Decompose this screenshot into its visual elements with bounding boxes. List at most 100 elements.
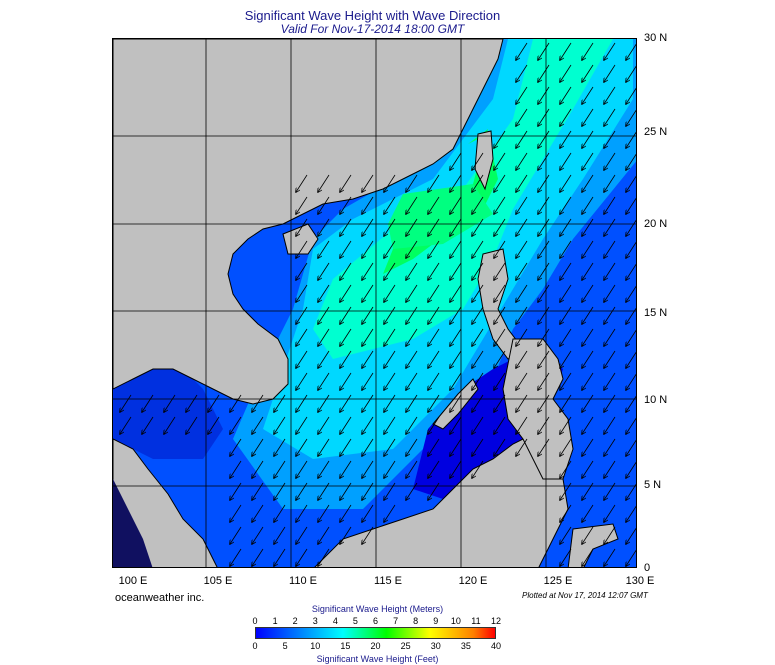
wave-arrow: [406, 438, 418, 456]
wave-arrow: [252, 482, 264, 500]
wave-arrow: [538, 262, 550, 280]
wave-arrow: [252, 548, 264, 566]
wave-arrow: [472, 240, 484, 258]
colorbar-meter-tick: 10: [450, 616, 461, 626]
wave-arrow: [362, 262, 374, 280]
colorbar-feet-tick: 20: [370, 641, 381, 651]
wave-arrow: [252, 460, 264, 478]
wave-arrow: [450, 438, 462, 456]
wave-arrow: [428, 482, 440, 500]
wave-arrow: [318, 526, 330, 544]
wave-arrow: [516, 328, 528, 346]
wave-arrow: [538, 196, 550, 214]
wave-arrow: [296, 240, 308, 258]
wave-arrow: [274, 526, 286, 544]
wave-arrow: [560, 218, 572, 236]
wave-arrow: [450, 328, 462, 346]
wave-arrow: [450, 196, 462, 214]
wave-arrow: [516, 42, 528, 60]
wave-arrow: [516, 130, 528, 148]
wave-arrow: [428, 416, 440, 434]
wave-arrow: [318, 394, 330, 412]
wave-arrow: [538, 42, 550, 60]
wave-arrow: [428, 394, 440, 412]
wave-arrow: [450, 240, 462, 258]
colorbar-meter-tick: 2: [292, 616, 298, 626]
lon-label-100: 100 E: [118, 575, 148, 587]
wave-arrow: [538, 306, 550, 324]
wave-arrow: [384, 416, 396, 434]
wave-arrow: [582, 196, 594, 214]
wave-arrow: [318, 482, 330, 500]
wave-arrow: [428, 372, 440, 390]
wave-arrow: [516, 108, 528, 126]
wave-arrow: [362, 460, 374, 478]
wave-arrow: [472, 218, 484, 236]
wave-arrow: [626, 87, 636, 104]
wave-arrow: [494, 394, 506, 412]
wave-arrow: [538, 240, 550, 258]
wave-map: [112, 38, 637, 568]
colorbar-meter-tick: 7: [393, 616, 399, 626]
wave-arrow: [626, 43, 636, 60]
wave-arrow: [560, 196, 572, 214]
wave-arrow: [516, 284, 528, 302]
wave-arrow: [560, 394, 572, 412]
wave-arrow: [494, 416, 506, 434]
colorbar-meter-tick: 11: [471, 616, 481, 626]
wave-arrow: [604, 42, 616, 60]
wave-arrow: [296, 438, 308, 456]
wave-arrow: [626, 395, 636, 412]
wave-arrow: [626, 241, 636, 258]
wave-arrow: [208, 394, 220, 412]
wave-arrow: [582, 482, 594, 500]
wave-arrow: [560, 306, 572, 324]
lat-label-20: 20 N: [644, 218, 668, 230]
lon-label-125: 125 E: [543, 575, 573, 587]
wave-arrow: [582, 152, 594, 170]
wave-arrow: [516, 174, 528, 192]
wave-arrow: [582, 548, 594, 566]
colorbar-meter-tick: 4: [332, 616, 338, 626]
wave-arrow: [384, 394, 396, 412]
wave-arrow: [626, 351, 636, 368]
wave-arrow: [494, 196, 506, 214]
wave-arrow: [362, 526, 374, 544]
wave-arrow: [582, 218, 594, 236]
taiwan: [474, 130, 494, 191]
wave-arrow: [384, 328, 396, 346]
wave-arrow: [340, 372, 352, 390]
lon-label-130: 130 E: [625, 575, 655, 587]
wave-arrow: [428, 240, 440, 258]
wave-arrow: [604, 196, 616, 214]
wave-arrow: [252, 504, 264, 522]
lon-label-120: 120 E: [458, 575, 488, 587]
wave-arrow: [604, 240, 616, 258]
wave-arrow: [494, 328, 506, 346]
wave-arrow: [406, 482, 418, 500]
colorbar-feet-tick: 35: [460, 641, 471, 651]
wave-arrow: [560, 262, 572, 280]
colorbar-meter-tick: 6: [372, 616, 379, 626]
wave-arrow: [516, 64, 528, 82]
wave-arrow: [582, 526, 594, 544]
wave-arrow: [318, 306, 330, 324]
wave-arrow: [516, 438, 528, 456]
wave-arrow: [560, 328, 572, 346]
wave-arrow: [384, 174, 396, 192]
lat-label-25: 25 N: [644, 126, 668, 138]
wave-arrow: [472, 262, 484, 280]
wave-arrow: [318, 218, 330, 236]
wave-arrow: [406, 196, 418, 214]
wave-arrow: [428, 328, 440, 346]
wave-arrow: [428, 350, 440, 368]
wave-arrow: [472, 372, 484, 390]
lon-label-105: 105 E: [203, 575, 233, 587]
wave-arrow: [120, 394, 132, 412]
wave-arrow: [296, 284, 308, 302]
lon-label-115: 115 E: [374, 575, 402, 587]
colorbar-meter-tick: 9: [433, 616, 439, 626]
wave-arrow: [230, 460, 242, 478]
wave-arrow: [450, 306, 462, 324]
wave-arrow: [604, 218, 616, 236]
